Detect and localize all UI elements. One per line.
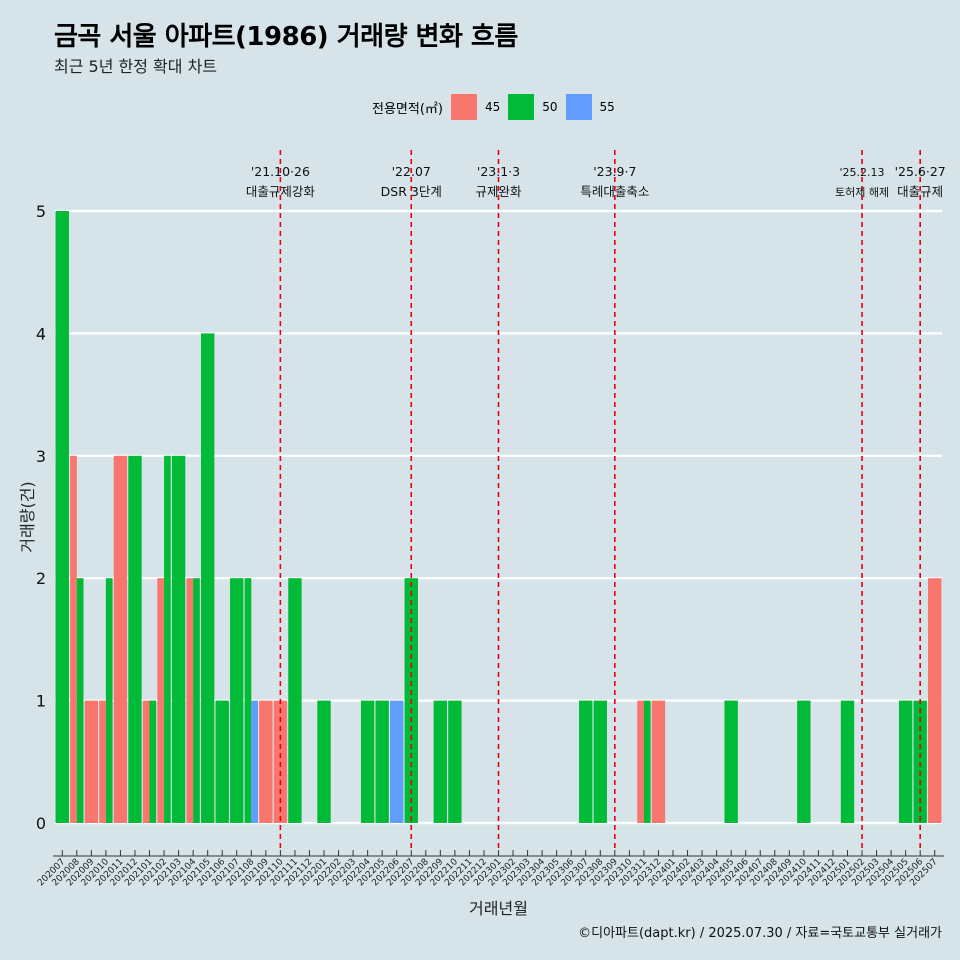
y-tick-label-4: 4 — [36, 324, 46, 343]
annotation-date-1: '22.07 — [392, 164, 431, 179]
bar-202410-50 — [797, 700, 811, 823]
annotation-label-5: 대출규제 — [897, 184, 943, 199]
legend-item-50: 50 — [508, 94, 558, 120]
bar-202108-50 — [244, 578, 252, 823]
bar-202210-50 — [448, 700, 462, 823]
y-tick-label-1: 1 — [36, 692, 46, 711]
y-axis-title: 거래량(건) — [18, 481, 37, 552]
bar-202111-50 — [288, 578, 302, 823]
annotation-label-0: 대출규제강화 — [246, 184, 316, 199]
bar-202107-50 — [230, 578, 244, 823]
chart-subtitle: 최근 5년 한정 확대 차트 — [54, 57, 218, 76]
bar-202106-50 — [215, 700, 229, 823]
bar-202102-45 — [157, 578, 165, 823]
legend-swatch-45 — [450, 94, 477, 120]
bar-202209-50 — [433, 700, 448, 823]
bar-202110-45 — [273, 700, 288, 823]
bar-202010-45 — [99, 700, 106, 823]
bar-202103-50 — [171, 455, 186, 823]
bar-202009-45 — [84, 700, 99, 823]
source-caption: ©디아파트(dapt.kr) / 2025.07.30 / 자료=국토교통부 실… — [578, 926, 942, 941]
annotation-date-3: '23.9·7 — [593, 164, 636, 179]
x-axis-title: 거래년월 — [469, 899, 528, 918]
bar-202311-50 — [643, 700, 651, 823]
bar-202105-50 — [200, 333, 215, 823]
bar-202101-50 — [149, 700, 157, 823]
bar-202011-45 — [113, 455, 128, 823]
bar-202505-50 — [898, 700, 913, 823]
bar-202109-45 — [259, 700, 273, 823]
annotation-label-4: 토허제 해제 — [835, 185, 889, 199]
bar-202008-45 — [70, 455, 77, 823]
legend-title: 전용면적(㎡) — [372, 101, 443, 117]
y-tick-label-3: 3 — [36, 447, 46, 466]
bar-202205-50 — [375, 700, 389, 823]
bar-202104-45 — [186, 578, 194, 823]
legend-label-45: 45 — [484, 100, 501, 114]
bar-202206-55 — [390, 700, 404, 823]
y-tick-label-0: 0 — [36, 814, 46, 833]
annotation-label-3: 특례대출축소 — [580, 184, 649, 199]
bar-202506-50 — [913, 700, 927, 823]
bar-202012-50 — [128, 455, 142, 823]
annotation-date-0: '21.10·26 — [251, 164, 310, 179]
bar-202204-50 — [360, 700, 375, 823]
annotation-date-4: '25.2.13 — [840, 166, 885, 179]
bar-202008-50 — [76, 578, 84, 823]
annotation-label-2: 규제완화 — [475, 184, 522, 199]
bar-202102-50 — [164, 455, 171, 823]
y-tick-label-5: 5 — [36, 202, 46, 221]
annotation-date-2: '23.1·3 — [477, 164, 520, 179]
annotation-label-1: DSR 3단계 — [381, 184, 442, 199]
legend-label-50: 50 — [542, 100, 558, 114]
legend: 전용면적(㎡) 45 50 55 — [372, 93, 623, 121]
legend-label-55: 55 — [599, 100, 615, 114]
legend-swatch-50 — [508, 94, 535, 120]
bar-202104-50 — [193, 578, 200, 823]
bar-202311-45 — [637, 700, 644, 823]
legend-item-45: 45 — [450, 94, 501, 120]
bar-202108-55 — [251, 700, 258, 823]
bar-202312-45 — [651, 700, 666, 823]
bar-202201-50 — [317, 700, 331, 823]
bar-202405-50 — [724, 700, 738, 823]
legend-swatch-55 — [565, 94, 592, 120]
chart-title: 금곡 서울 아파트(1986) 거래량 변화 흐름 — [54, 22, 518, 52]
bar-202308-50 — [593, 700, 607, 823]
bar-202307-50 — [579, 700, 593, 823]
bar-202010-50 — [105, 578, 113, 823]
legend-item-55: 55 — [565, 94, 615, 120]
y-tick-label-2: 2 — [36, 569, 46, 588]
bar-202507-45 — [928, 578, 942, 823]
bar-202101-45 — [142, 700, 150, 823]
bar-202501-50 — [840, 700, 855, 823]
bar-202007-50 — [55, 211, 69, 823]
annotation-date-5: '25.6·27 — [895, 164, 946, 179]
